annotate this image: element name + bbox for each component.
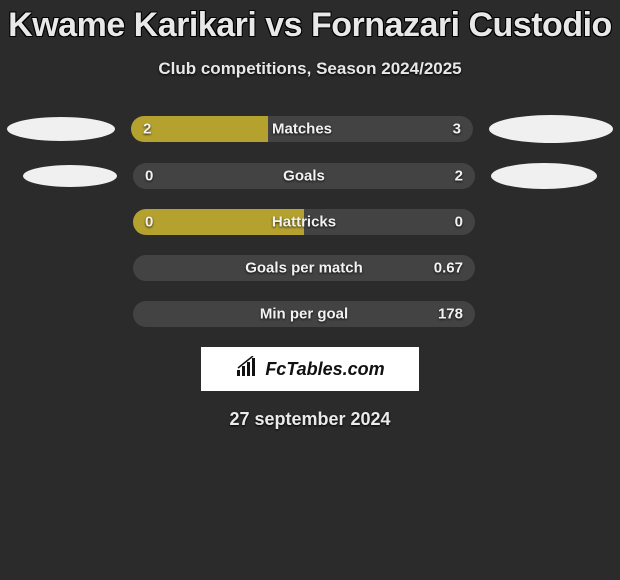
stat-right-value: 0.67 [434, 260, 463, 277]
left-ellipse [7, 117, 115, 141]
barchart-icon [235, 356, 259, 383]
right-ellipse [491, 163, 597, 189]
stat-right-value: 2 [455, 168, 463, 185]
stat-row: 0 Hattricks 0 [0, 209, 620, 235]
right-ellipse [489, 115, 613, 143]
stat-row: 0 Goals 2 [0, 163, 620, 189]
footer-logo: FcTables.com [201, 347, 419, 391]
stat-right-value: 0 [455, 214, 463, 231]
stat-right-value: 3 [453, 121, 461, 138]
stat-bar: Min per goal 178 [133, 301, 475, 327]
stat-label: Goals per match [245, 260, 363, 277]
bar-left-fill [131, 116, 268, 142]
stat-left-value: 0 [145, 214, 153, 231]
stat-row: 2 Matches 3 [0, 115, 620, 143]
stat-label: Hattricks [272, 214, 336, 231]
stat-label: Matches [272, 121, 332, 138]
stat-bar: 0 Hattricks 0 [133, 209, 475, 235]
left-ellipse [23, 165, 117, 187]
stat-bar: 0 Goals 2 [133, 163, 475, 189]
stat-bar: Goals per match 0.67 [133, 255, 475, 281]
page-subtitle: Club competitions, Season 2024/2025 [0, 59, 620, 79]
stat-row: Min per goal 178 [0, 301, 620, 327]
stat-bar: 2 Matches 3 [131, 116, 473, 142]
stat-rows: 2 Matches 3 0 Goals 2 0 Hattricks 0 Goals per mat… [0, 115, 620, 327]
stat-left-value: 2 [143, 121, 151, 138]
stat-left-value: 0 [145, 168, 153, 185]
stat-right-value: 178 [438, 306, 463, 323]
footer-logo-text: FcTables.com [265, 359, 384, 380]
footer-date: 27 september 2024 [0, 409, 620, 430]
stat-label: Min per goal [260, 306, 348, 323]
page-title: Kwame Karikari vs Fornazari Custodio [0, 6, 620, 45]
comparison-card: Kwame Karikari vs Fornazari Custodio Clu… [0, 0, 620, 430]
stat-row: Goals per match 0.67 [0, 255, 620, 281]
stat-label: Goals [283, 168, 325, 185]
